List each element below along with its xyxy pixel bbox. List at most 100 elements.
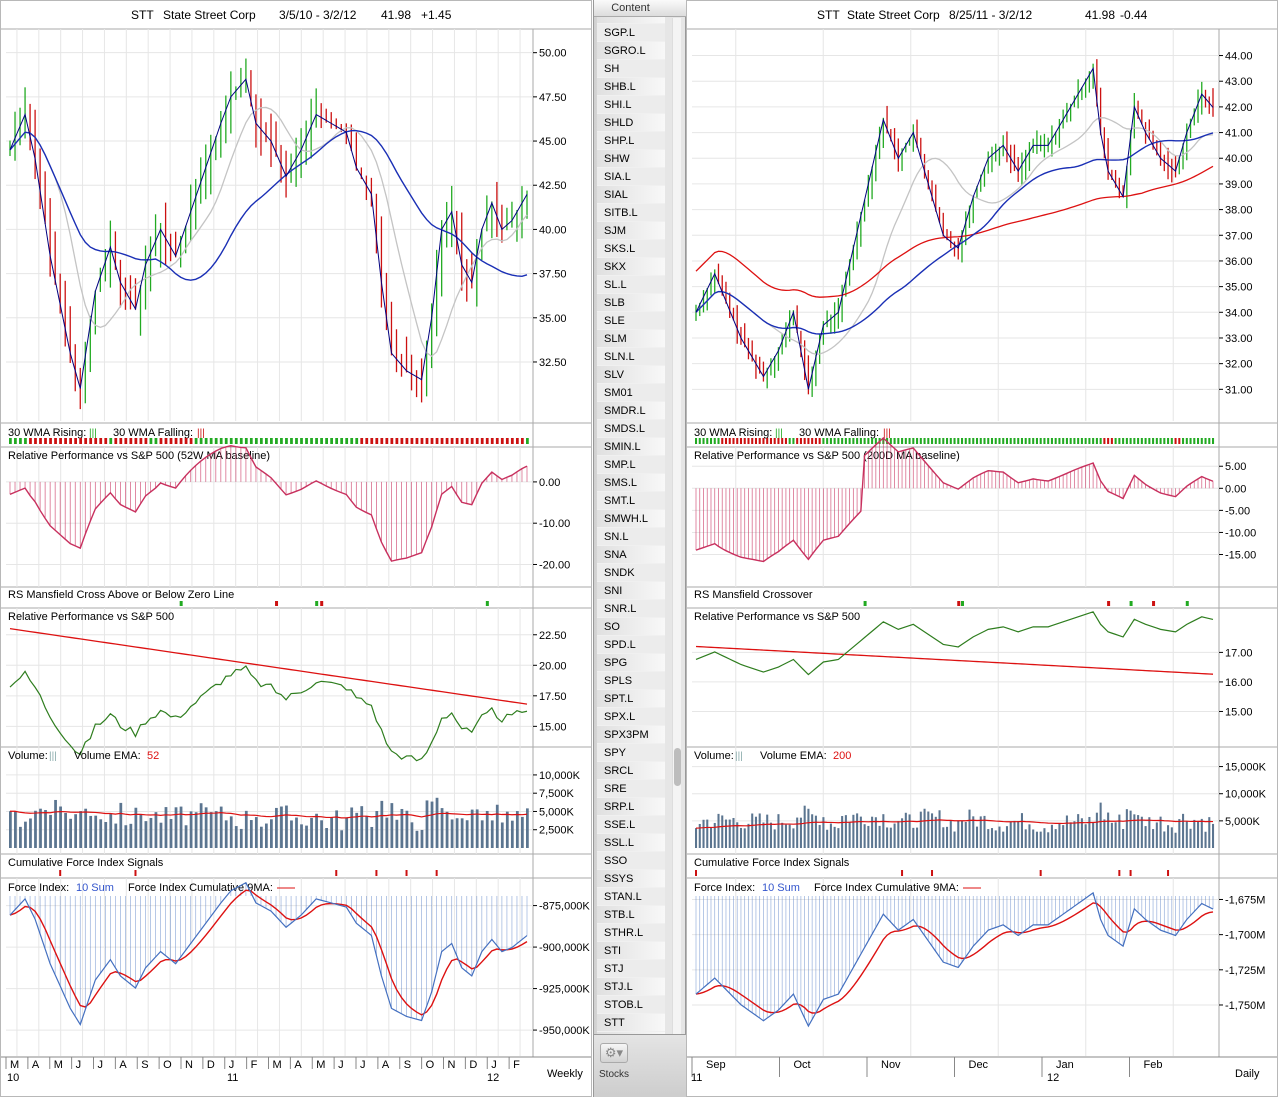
wma-signal-mark xyxy=(1200,438,1203,444)
symbol-list-item[interactable]: SMIN.L xyxy=(597,438,665,456)
symbol-list-item[interactable]: SM01 xyxy=(597,384,665,402)
symbol-list-item[interactable]: SMT.L xyxy=(597,492,665,510)
x-month-label: Feb xyxy=(1144,1059,1163,1071)
symbol-list-item[interactable]: SMDS.L xyxy=(597,420,665,438)
sidebar-scroll-thumb[interactable] xyxy=(674,748,681,786)
volume-bar xyxy=(370,826,374,848)
wma-signal-mark xyxy=(29,438,32,444)
wma-signal-mark xyxy=(1170,438,1173,444)
symbol-list[interactable]: SGE.L SGP.L SGRO.L SH SHB.L SHI.L SHLD SHP.L SHW… xyxy=(597,17,665,1034)
volume-bar xyxy=(878,825,881,848)
symbol-list-item[interactable]: SSYS xyxy=(597,870,665,888)
wma-signal-mark xyxy=(169,438,173,444)
right-chart-window: STT State Street Corp 8/25/11 - 3/2/12 41.9… xyxy=(686,0,1278,1097)
wma-falling-label: 30 WMA Falling: xyxy=(799,427,879,439)
falling-legend-icon: ||| xyxy=(883,428,891,439)
symbol-list-item[interactable]: SSL.L xyxy=(597,834,665,852)
wma-signal-mark xyxy=(698,438,701,444)
sidebar-scrollbar-track[interactable] xyxy=(672,18,681,1034)
symbol-list-item[interactable]: STT xyxy=(597,1014,665,1032)
sidebar-header[interactable]: Content xyxy=(594,0,687,17)
gear-icon[interactable]: ⚙▾ xyxy=(600,1043,628,1063)
symbol-list-item[interactable]: SMDR.L xyxy=(597,402,665,420)
symbol-list-item[interactable]: SO xyxy=(597,618,665,636)
symbol-list-item[interactable]: SMS.L xyxy=(597,474,665,492)
symbol-list-item[interactable]: SPD.L xyxy=(597,636,665,654)
symbol-list-item[interactable]: SMWH.L xyxy=(597,510,665,528)
symbol-list-item[interactable]: SLN.L xyxy=(597,348,665,366)
symbol-label: SKX xyxy=(604,261,627,273)
symbol-list-item[interactable]: SSE.L xyxy=(597,816,665,834)
y-tick-label: 15,000K xyxy=(1225,762,1267,774)
symbol-list-item[interactable]: SL.L xyxy=(597,276,665,294)
symbol-list-item[interactable]: SRE xyxy=(597,780,665,798)
symbol-list-item[interactable]: SNI xyxy=(597,582,665,600)
symbol-list-item[interactable]: SNR.L xyxy=(597,600,665,618)
symbol-list-item[interactable]: STB.L xyxy=(597,906,665,924)
symbol-label: STJ xyxy=(604,963,624,975)
symbol-list-item[interactable]: SLB xyxy=(597,294,665,312)
symbol-list-item[interactable]: SPY xyxy=(597,744,665,762)
symbol-list-item[interactable]: STAN.L xyxy=(597,888,665,906)
symbol-list-item[interactable]: SRCL xyxy=(597,762,665,780)
volume-bar xyxy=(320,820,323,848)
symbol-list-item[interactable]: SPX.L xyxy=(597,708,665,726)
symbol-list-item[interactable]: SPLS xyxy=(597,672,665,690)
symbol-list-item[interactable]: SLE xyxy=(597,312,665,330)
symbol-list-item[interactable]: SH xyxy=(597,60,665,78)
wma-signal-mark xyxy=(385,438,389,444)
x-month-label: O xyxy=(163,1059,172,1071)
wma-signal-mark xyxy=(34,438,37,444)
symbol-list-item[interactable]: SJM xyxy=(597,222,665,240)
volume-bar xyxy=(390,803,394,848)
wma-signal-mark xyxy=(1088,438,1091,444)
wma-signal-mark xyxy=(24,438,27,444)
symbol-list-item[interactable]: SSO xyxy=(597,852,665,870)
symbol-list-item[interactable]: STI xyxy=(597,942,665,960)
wma-signal-mark xyxy=(897,438,900,444)
symbol-list-item[interactable]: SNA xyxy=(597,546,665,564)
volume-bar xyxy=(505,811,509,848)
symbol-list-item[interactable]: SPG xyxy=(597,654,665,672)
symbol-list-item[interactable]: SHB.L xyxy=(597,78,665,96)
symbol-list-item[interactable]: SPX3PM xyxy=(597,726,665,744)
symbol-list-item[interactable]: SRP.L xyxy=(597,798,665,816)
symbol-list-item[interactable]: SGRO.L xyxy=(597,42,665,60)
symbol-list-item[interactable]: SHLD xyxy=(597,114,665,132)
symbol-list-item[interactable]: SLM xyxy=(597,330,665,348)
symbol-list-item[interactable]: SIAL xyxy=(597,186,665,204)
symbol-list-item[interactable]: SHW xyxy=(597,150,665,168)
wma-signal-mark xyxy=(49,438,52,444)
symbol-list-item[interactable]: SKS.L xyxy=(597,240,665,258)
volume-bar xyxy=(747,823,750,848)
wma-signal-mark xyxy=(9,438,12,444)
symbol-list-item[interactable]: SN.L xyxy=(597,528,665,546)
volume-bar xyxy=(893,823,896,848)
symbol-list-item[interactable]: STJ xyxy=(597,960,665,978)
x-month-label: Sep xyxy=(706,1059,726,1071)
symbol-list-item[interactable]: STHR.L xyxy=(597,924,665,942)
symbol-list-item[interactable]: SNDK xyxy=(597,564,665,582)
symbol-list-item[interactable]: SITB.L xyxy=(597,204,665,222)
symbol-list-item[interactable]: SLV xyxy=(597,366,665,384)
wma-signal-mark xyxy=(979,438,982,444)
symbol-list-item[interactable]: SMP.L xyxy=(597,456,665,474)
symbol-list-item[interactable]: SHP.L xyxy=(597,132,665,150)
symbol-list-item[interactable]: SGE.L xyxy=(597,17,665,24)
wma-signal-mark xyxy=(1125,438,1128,444)
symbol-list-item[interactable]: SGP.L xyxy=(597,24,665,42)
wma-signal-mark xyxy=(818,438,821,444)
symbol-list-item[interactable]: STJ.L xyxy=(597,978,665,996)
volume-bar xyxy=(1069,822,1072,848)
wma-signal-mark xyxy=(405,438,409,444)
symbol-list-item[interactable]: SHI.L xyxy=(597,96,665,114)
symbol-list-item[interactable]: SKX xyxy=(597,258,665,276)
wma-signal-mark xyxy=(811,438,814,444)
wma-signal-mark xyxy=(64,438,67,444)
symbol-label: SLM xyxy=(604,333,627,345)
symbol-list-item[interactable]: STOB.L xyxy=(597,996,665,1014)
symbol-label: SPX.L xyxy=(604,711,636,723)
symbol-list-item[interactable]: SIA.L xyxy=(597,168,665,186)
rs-line xyxy=(695,437,1214,563)
symbol-list-item[interactable]: SPT.L xyxy=(597,690,665,708)
